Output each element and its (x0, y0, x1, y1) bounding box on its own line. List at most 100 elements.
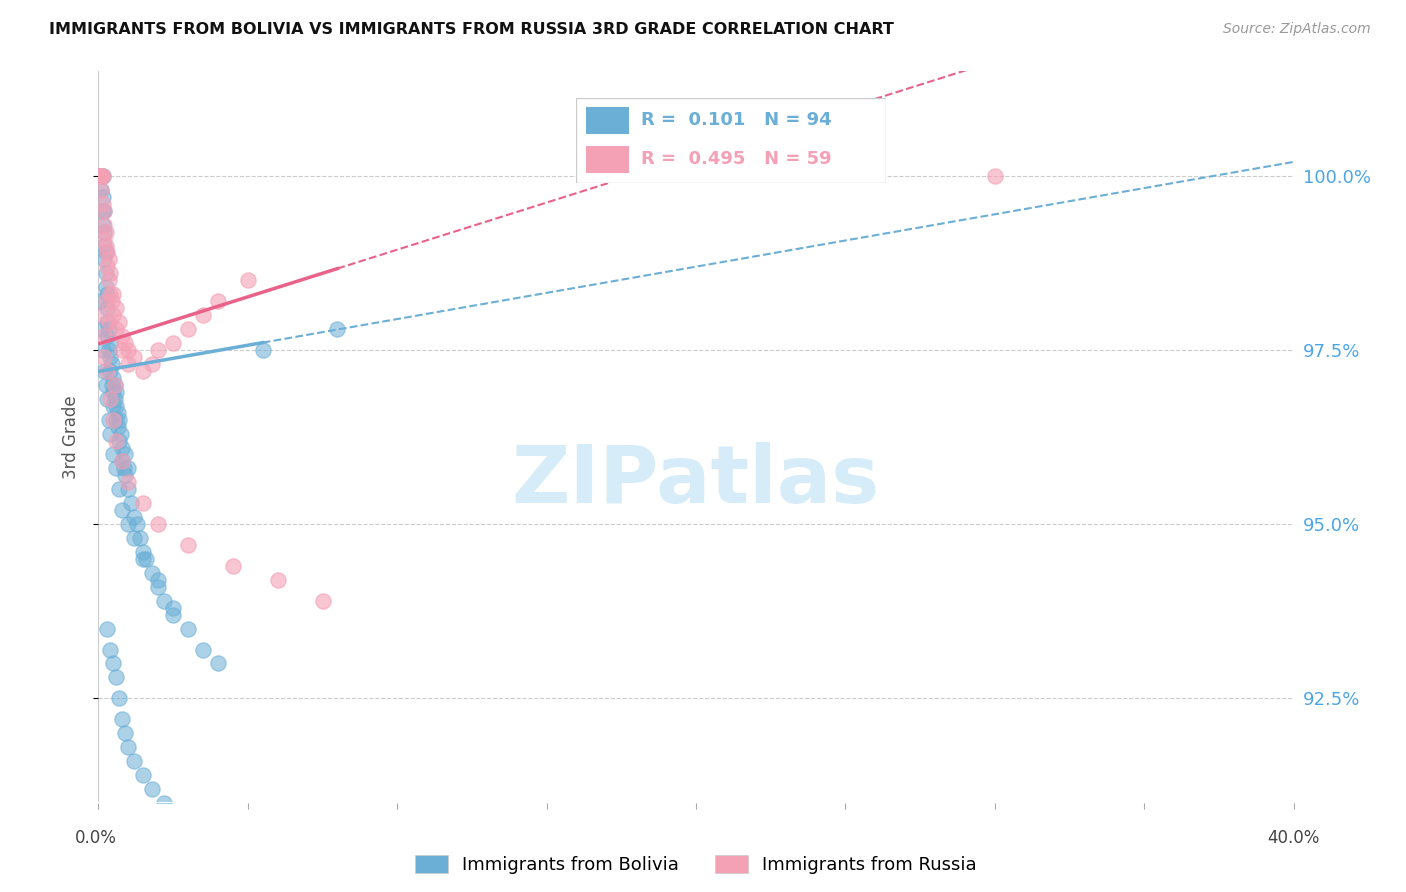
Point (111, 454, 134, 468)
Point (108, 434, 131, 448)
Point (326, 322, 349, 336)
Point (153, 594, 176, 608)
Point (120, 496, 142, 510)
Text: R =  0.101   N = 94: R = 0.101 N = 94 (641, 112, 832, 129)
Point (97, 315, 120, 329)
Point (94, 245, 117, 260)
Point (141, 566, 163, 580)
Point (112, 461, 135, 475)
Text: 40.0%: 40.0% (1267, 829, 1320, 847)
Point (91, 196, 114, 211)
Point (103, 412, 125, 426)
Point (236, 273, 259, 287)
Point (96, 315, 118, 329)
Point (177, 622, 200, 636)
Point (103, 448, 125, 462)
Point (90, 322, 112, 336)
Text: R =  0.495   N = 59: R = 0.495 N = 59 (641, 150, 832, 168)
Point (114, 726, 136, 740)
Point (117, 740, 139, 755)
Point (207, 657, 229, 671)
Point (104, 392, 127, 406)
Point (111, 503, 134, 517)
Point (108, 691, 131, 706)
Point (100, 287, 122, 301)
Point (111, 441, 134, 455)
Point (111, 454, 134, 468)
Point (124, 754, 146, 768)
Point (97, 252, 120, 267)
Point (93, 218, 115, 232)
Point (91, 169, 114, 183)
Point (107, 406, 129, 420)
Point (124, 531, 146, 545)
Point (132, 552, 155, 566)
Point (90, 169, 112, 183)
Point (96, 329, 118, 343)
Point (104, 377, 127, 392)
Point (177, 322, 200, 336)
Point (105, 412, 128, 426)
Point (124, 350, 146, 364)
Point (105, 461, 128, 475)
Point (111, 712, 134, 726)
Text: ZIPatlas: ZIPatlas (512, 442, 880, 520)
Point (117, 343, 139, 357)
Point (89, 294, 111, 309)
Point (111, 329, 134, 343)
Point (100, 426, 122, 441)
Point (90, 308, 112, 322)
Point (132, 545, 155, 559)
Point (110, 426, 132, 441)
Point (103, 384, 125, 399)
Point (117, 357, 139, 371)
Point (101, 357, 124, 371)
Point (91, 190, 114, 204)
Point (91, 329, 114, 343)
Point (89, 169, 111, 183)
FancyBboxPatch shape (586, 107, 628, 134)
Point (105, 322, 128, 336)
FancyBboxPatch shape (576, 98, 886, 183)
Point (89, 169, 111, 183)
Point (191, 308, 214, 322)
Point (148, 580, 170, 594)
Point (94, 266, 117, 280)
Point (96, 287, 118, 301)
Point (90, 169, 112, 183)
Point (93, 203, 115, 218)
Point (97, 412, 120, 426)
Point (97, 273, 120, 287)
Point (141, 781, 163, 796)
Point (162, 607, 184, 622)
Point (103, 287, 125, 301)
Point (94, 280, 117, 294)
Point (91, 169, 114, 183)
Point (90, 169, 112, 183)
Point (267, 573, 290, 587)
Point (148, 517, 170, 532)
Point (117, 461, 139, 475)
Text: Source: ZipAtlas.com: Source: ZipAtlas.com (1223, 22, 1371, 37)
Point (93, 225, 115, 239)
Point (222, 558, 245, 573)
Point (96, 622, 118, 636)
FancyBboxPatch shape (586, 145, 628, 173)
Point (177, 538, 200, 552)
Point (127, 517, 149, 532)
Point (114, 468, 136, 483)
Point (162, 336, 184, 351)
Point (129, 531, 152, 545)
Point (90, 183, 112, 197)
Point (100, 392, 122, 406)
Point (91, 203, 114, 218)
Text: IMMIGRANTS FROM BOLIVIA VS IMMIGRANTS FROM RUSSIA 3RD GRADE CORRELATION CHART: IMMIGRANTS FROM BOLIVIA VS IMMIGRANTS FR… (49, 22, 894, 37)
Point (207, 294, 229, 309)
Point (108, 412, 131, 426)
Text: 0.0%: 0.0% (75, 829, 117, 847)
Point (100, 336, 122, 351)
Point (107, 419, 129, 434)
Point (90, 169, 112, 183)
Point (93, 238, 115, 252)
Point (89, 169, 111, 183)
